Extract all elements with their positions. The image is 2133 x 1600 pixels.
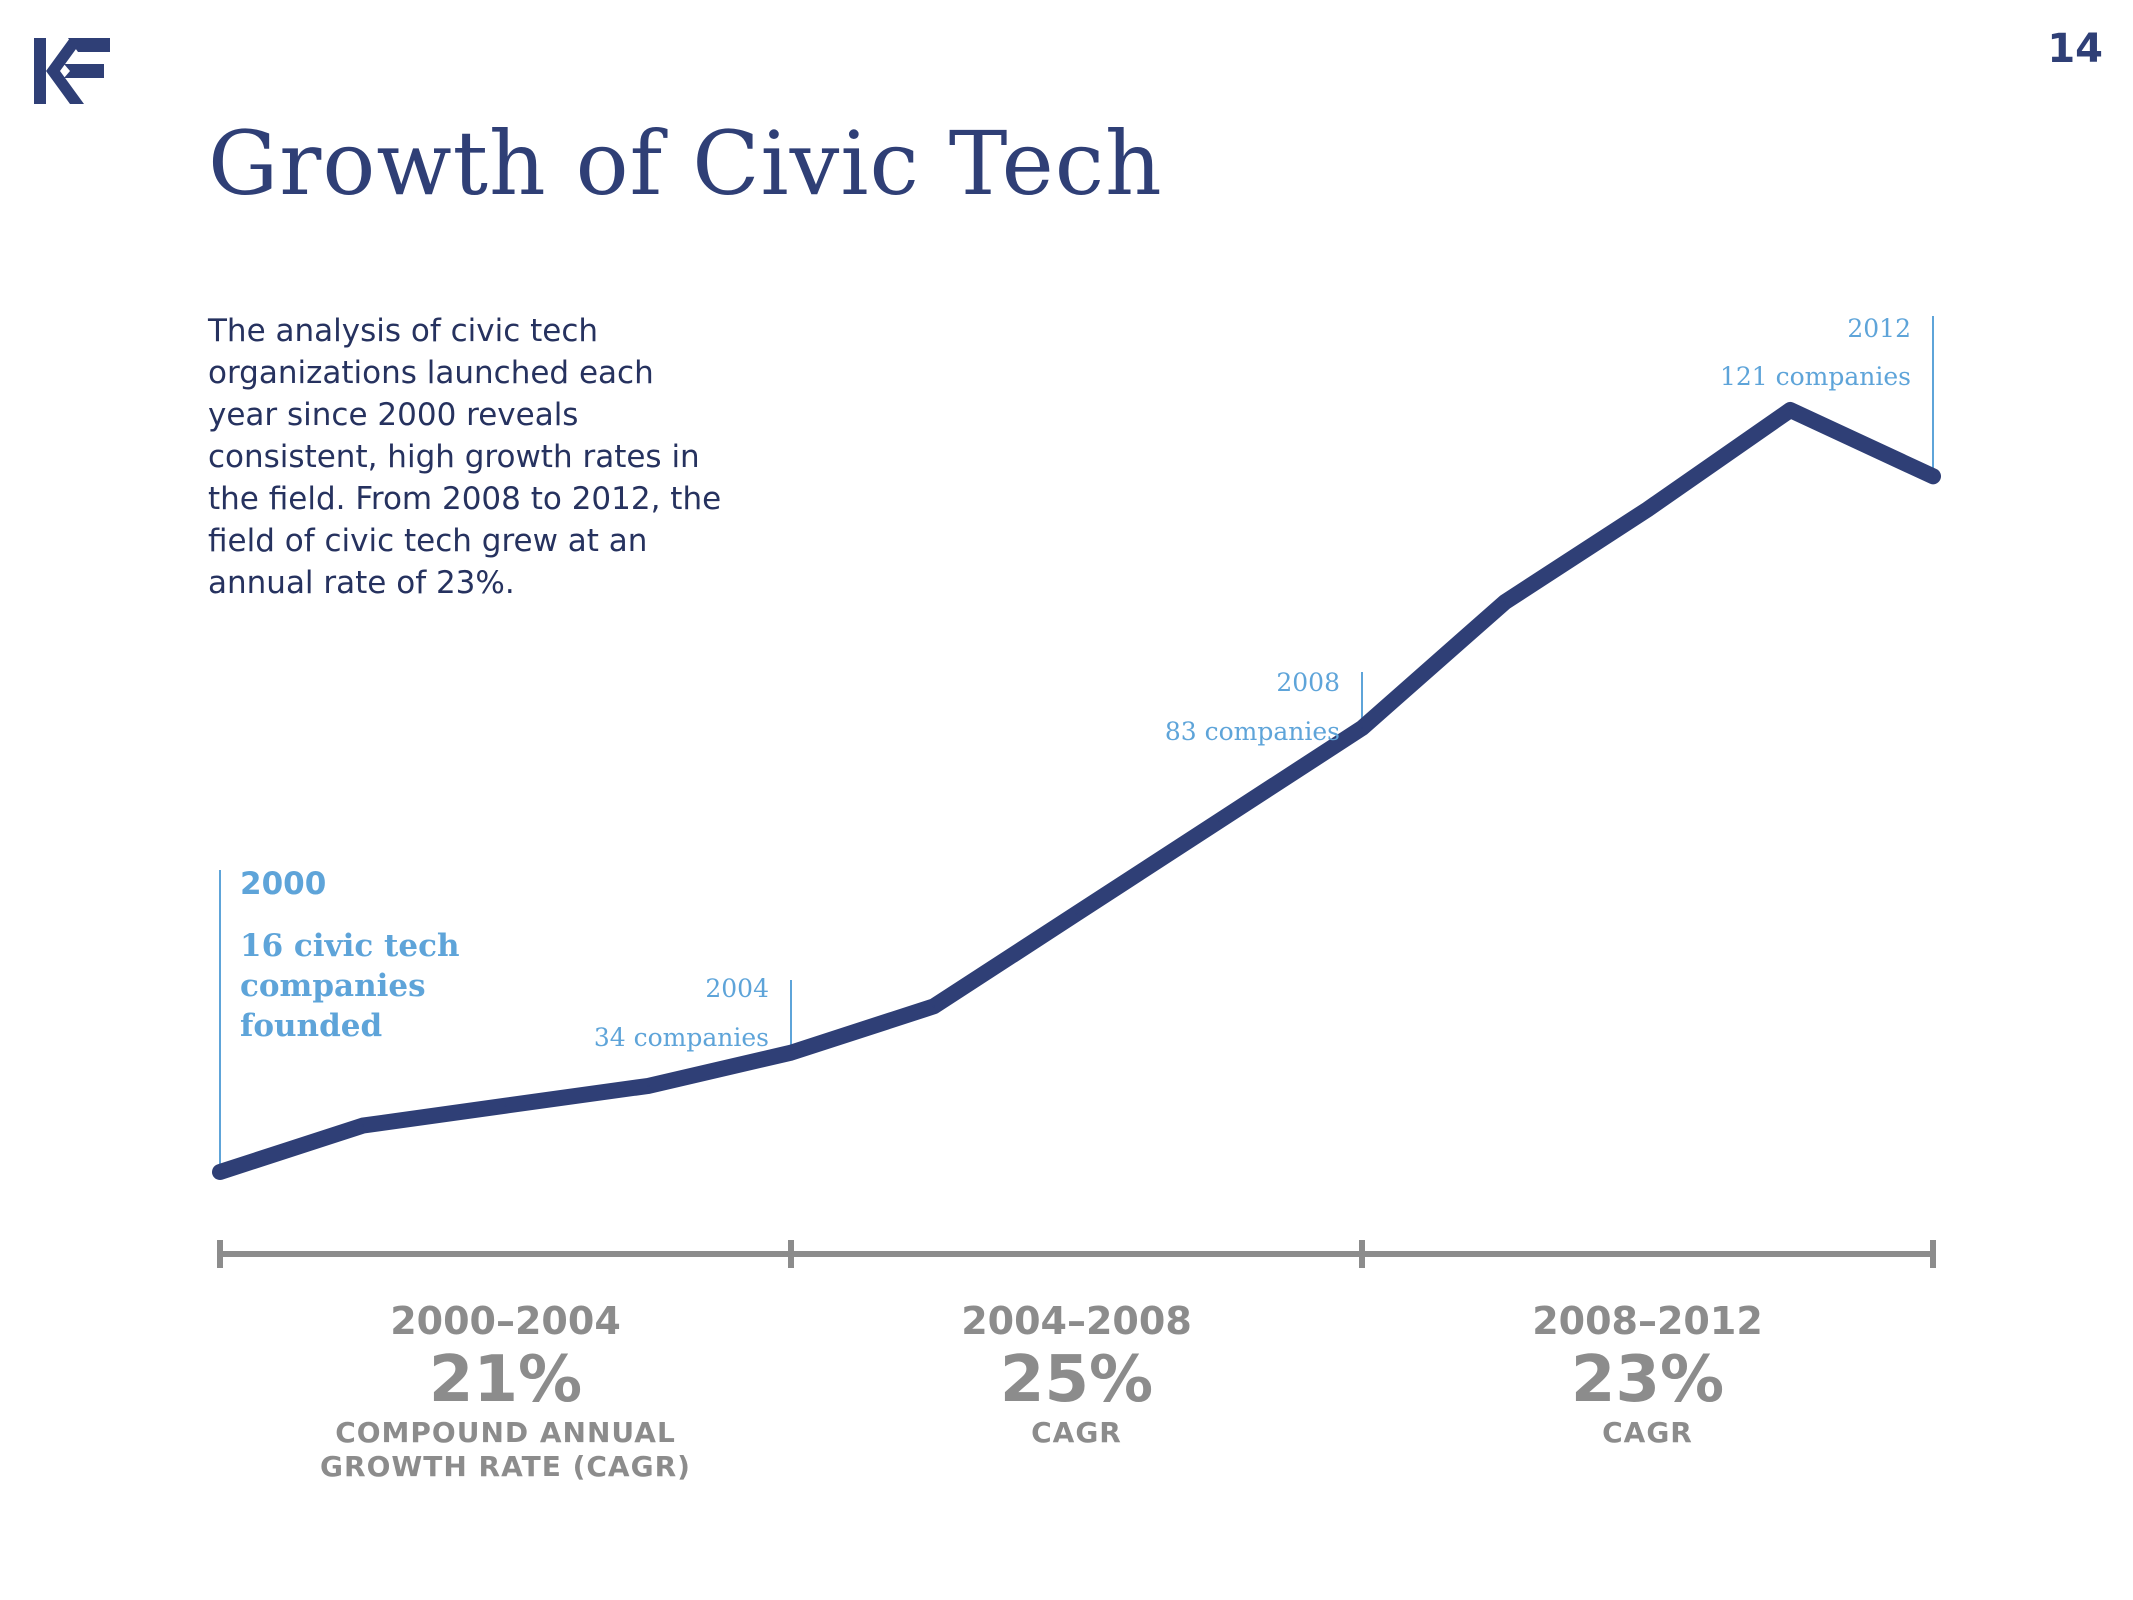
series-line — [212, 402, 1941, 1180]
data-point-2001 — [361, 1124, 364, 1127]
annotation-2008-text: 83 companies — [1164, 717, 1340, 746]
data-point-2007 — [1218, 819, 1221, 822]
data-point-2009 — [1503, 601, 1506, 604]
annotation-2012-text: 121 companies — [1719, 362, 1911, 391]
data-point-2004 — [790, 1051, 792, 1054]
intro-text: The analysis of civic tech organizations… — [208, 313, 722, 601]
period-rate: 23% — [1570, 1343, 1725, 1417]
period-2008-2012: 2008–2012 23% CAGR — [1438, 1298, 1858, 1450]
period-caption: CAGR — [1031, 1416, 1122, 1449]
period-caption: COMPOUND ANNUAL GROWTH RATE (CAGR) — [320, 1416, 691, 1483]
data-point-2008 — [1361, 727, 1363, 730]
data-point-2005 — [932, 1005, 935, 1008]
annotation-2000-year: 2000 — [240, 866, 327, 902]
data-point-2000 — [219, 1171, 221, 1173]
period-range: 2008–2012 — [1532, 1299, 1763, 1343]
page-title: Growth of Civic Tech — [208, 112, 1163, 215]
period-range: 2000–2004 — [390, 1299, 621, 1343]
data-point-2002 — [504, 1104, 507, 1107]
data-point-2003 — [647, 1084, 650, 1087]
period-caption: CAGR — [1602, 1416, 1693, 1449]
annotation-2012-year: 2012 — [1847, 314, 1911, 343]
period-2004-2008: 2004–2008 25% CAGR — [867, 1298, 1287, 1450]
timeline-axis — [217, 1240, 1936, 1268]
period-2000-2004: 2000–2004 21% COMPOUND ANNUAL GROWTH RAT… — [296, 1298, 716, 1484]
period-range: 2004–2008 — [961, 1299, 1192, 1343]
period-rate: 21% — [428, 1343, 583, 1417]
data-point-2011 — [1789, 409, 1792, 411]
kf-logo-icon — [34, 38, 110, 104]
annotation-2004-year: 2004 — [705, 974, 769, 1003]
annotation-2008-year: 2008 — [1276, 668, 1340, 697]
annotation-2000-text: 16 civic tech companies founded — [240, 928, 460, 1044]
series-layer — [212, 402, 1941, 1180]
data-point-2012 — [1932, 475, 1934, 478]
data-point-2006 — [1075, 912, 1078, 915]
data-point-2010 — [1646, 508, 1649, 511]
annotation-2004-text: 34 companies — [593, 1023, 769, 1052]
page-number: 14 — [2047, 26, 2103, 72]
period-rate: 25% — [999, 1343, 1154, 1417]
